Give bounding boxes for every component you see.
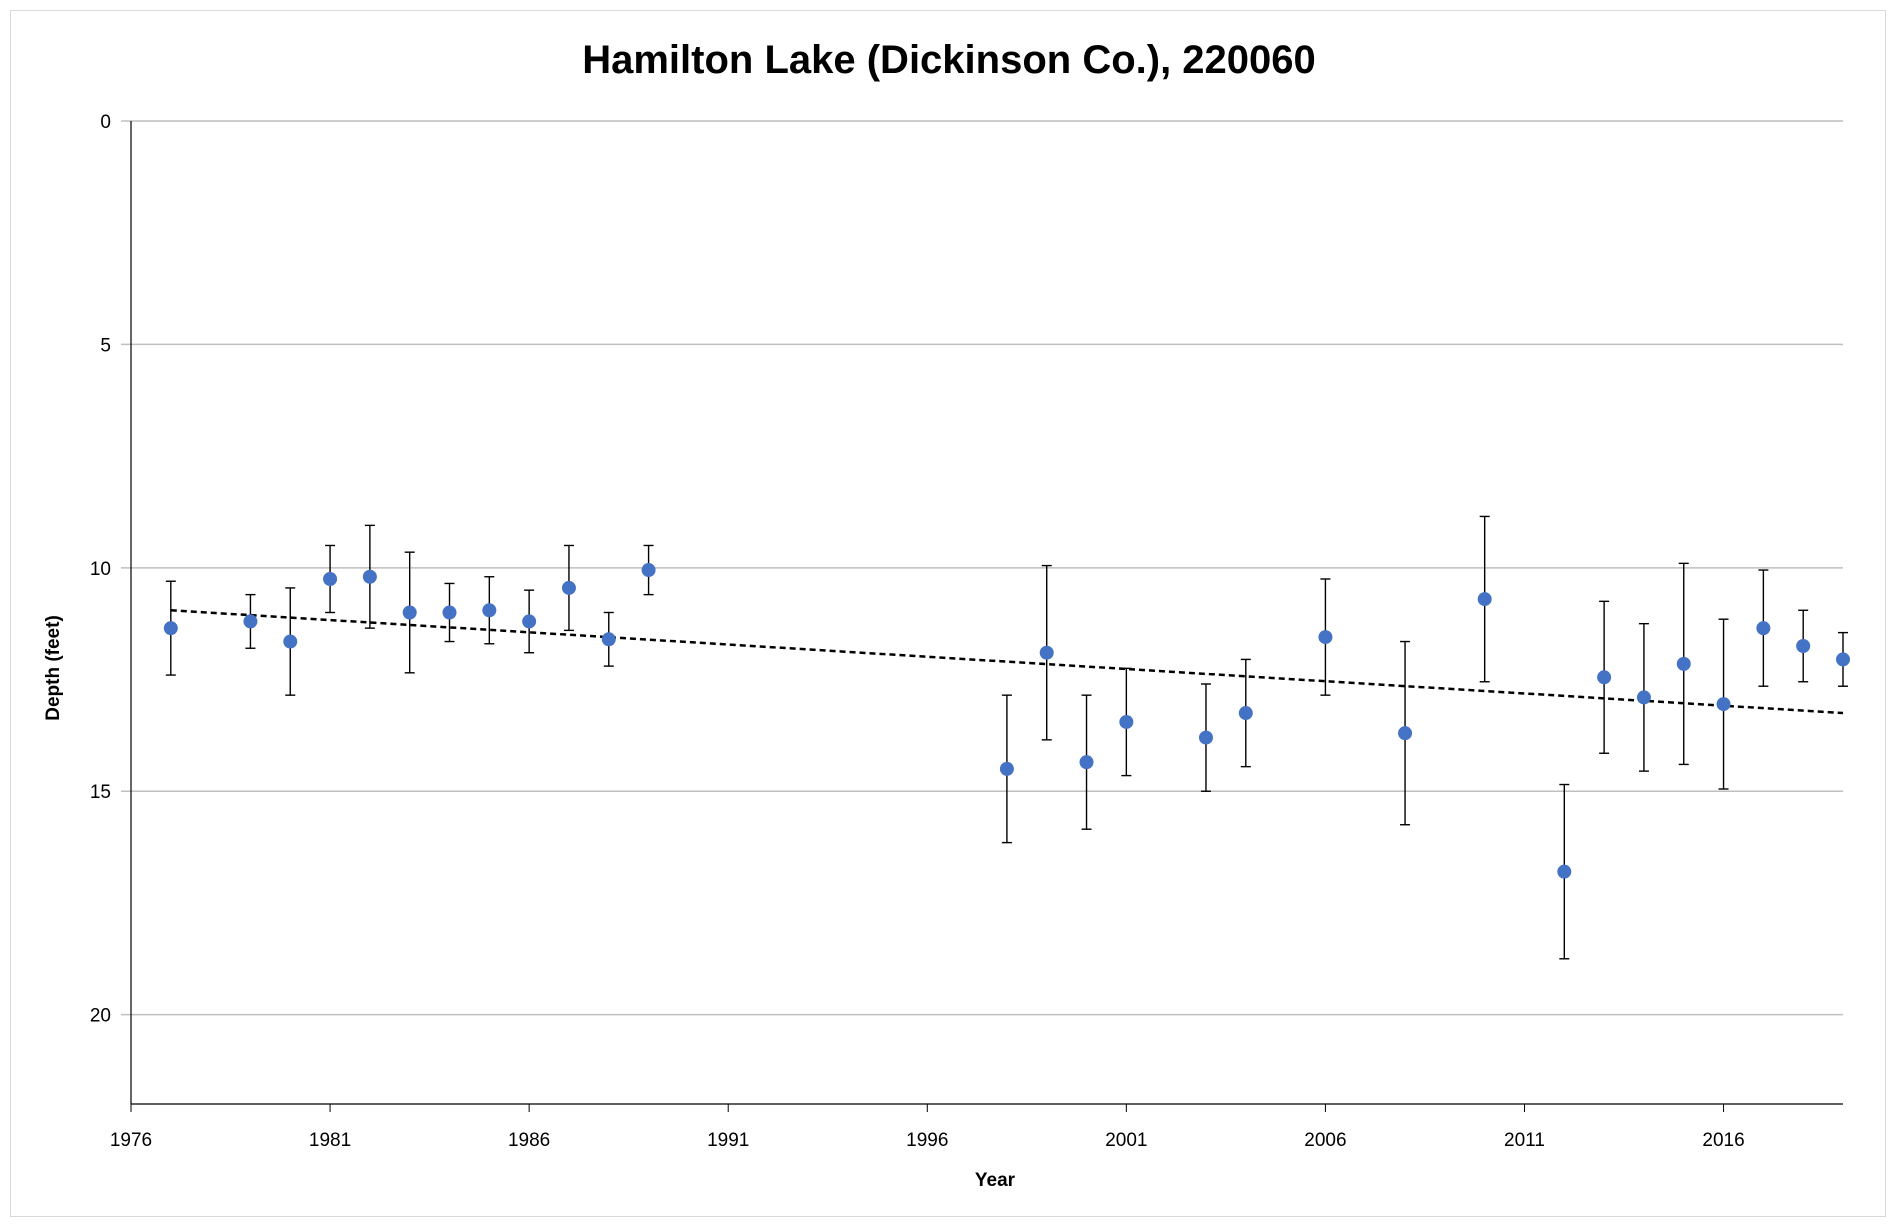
x-tick-label: 1986 [508, 1130, 550, 1151]
data-point [1836, 652, 1850, 667]
y-tick-label: 15 [90, 782, 111, 803]
x-axis-title: Year [975, 1170, 1016, 1191]
x-tick-labels: 1976 1981 1986 1991 1996 2001 2006 2011 2016 [110, 1130, 1745, 1151]
error-bars [165, 515, 1848, 960]
data-point [402, 605, 417, 620]
data-point [641, 563, 656, 578]
data-point [1318, 630, 1333, 645]
data-point [1238, 706, 1253, 721]
axes [130, 121, 1843, 1112]
data-point [1119, 714, 1134, 729]
y-tick-label: 10 [90, 559, 111, 580]
data-point [999, 761, 1014, 776]
gridlines [121, 120, 1843, 1016]
x-tick-label: 1981 [309, 1130, 351, 1151]
y-tick-label: 20 [90, 1006, 111, 1027]
data-point [1597, 670, 1612, 685]
data-point [1756, 621, 1771, 636]
data-point [362, 569, 377, 584]
data-points [163, 563, 1850, 879]
data-point [601, 632, 616, 647]
data-point [1398, 726, 1413, 741]
data-point [1039, 645, 1054, 660]
x-tick-label: 1976 [110, 1130, 152, 1151]
x-tick-label: 2016 [1702, 1130, 1744, 1151]
data-point [1079, 755, 1094, 770]
data-point [522, 614, 537, 629]
y-tick-label: 5 [100, 335, 111, 356]
x-tick-label: 1996 [906, 1130, 948, 1151]
y-axis-title: Depth (feet) [43, 615, 64, 721]
data-point [1557, 864, 1572, 879]
data-point [323, 571, 338, 586]
chart-area: Hamilton Lake (Dickinson Co.), 220060 0 5… [10, 10, 1886, 1217]
data-point [1716, 697, 1731, 712]
data-point [482, 603, 497, 618]
data-point [561, 580, 576, 595]
x-tick-label: 2006 [1304, 1130, 1346, 1151]
data-point [442, 605, 457, 620]
data-point [1636, 690, 1651, 705]
chart-svg: Hamilton Lake (Dickinson Co.), 220060 0 5… [43, 38, 1850, 1191]
data-point [1477, 592, 1492, 607]
y-tick-labels: 0 5 10 15 20 [90, 112, 111, 1027]
data-point [283, 634, 298, 649]
chart-title: Hamilton Lake (Dickinson Co.), 220060 [582, 38, 1316, 82]
x-tick-label: 1991 [707, 1130, 749, 1151]
data-point [1198, 730, 1213, 745]
x-tick-label: 2011 [1504, 1130, 1545, 1151]
data-point [1796, 639, 1811, 654]
data-point [1676, 656, 1691, 671]
x-tick-label: 2001 [1105, 1130, 1147, 1151]
y-tick-label: 0 [100, 112, 111, 133]
data-point [163, 621, 178, 636]
data-point [243, 614, 258, 629]
